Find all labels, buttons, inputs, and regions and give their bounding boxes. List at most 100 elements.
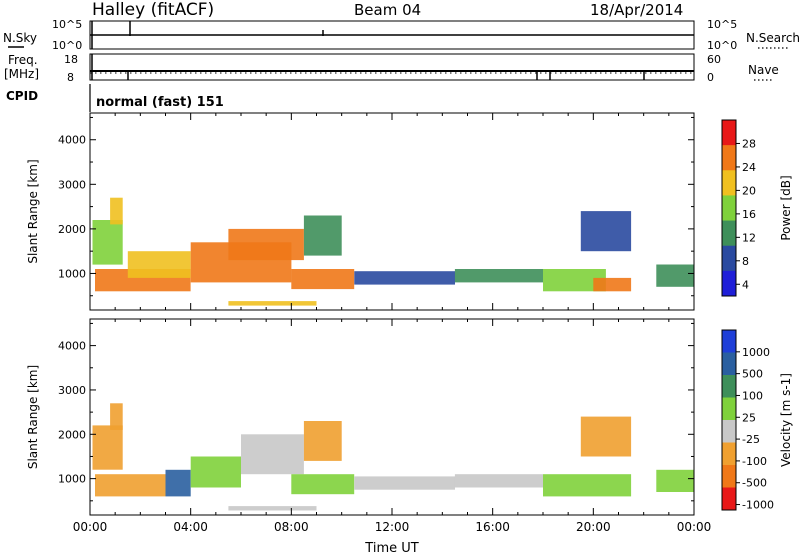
colorbar-tick-label: -100	[742, 455, 767, 468]
scatter-region-6	[291, 269, 355, 290]
scatter-region-10	[543, 474, 632, 497]
noise-right-tick-top: 10^5	[707, 18, 737, 31]
colorbar-segment	[722, 270, 736, 297]
colorbar-segment	[722, 397, 736, 421]
scatter-region-10	[543, 269, 606, 292]
noise-left-tick-bottom: 10^0	[52, 39, 82, 52]
freq-left-tick-top: 18	[64, 53, 78, 66]
date-title: 18/Apr/2014	[590, 1, 683, 19]
colorbar-tick-label: 100	[742, 389, 763, 402]
colorbar-segment	[722, 375, 736, 398]
power-panel: 1000 2000 3000 4000 Slant Range [km] 28 24 20 16…	[26, 112, 793, 311]
colorbar-tick-label: 500	[742, 368, 763, 381]
scatter-region-0	[92, 220, 123, 265]
colorbar-frame	[721, 119, 737, 297]
noise-right-tick-bottom: 10^0	[707, 39, 737, 52]
y-tick-label: 2000	[58, 223, 86, 236]
colorbar-tick-label: -25	[742, 433, 760, 446]
colorbar-tick-label: 12	[742, 231, 756, 244]
y-tick-label: 3000	[58, 178, 86, 191]
colorbar-segment	[722, 220, 736, 247]
colorbar-tick-label: 28	[742, 137, 756, 150]
y-tick-label: 4000	[58, 134, 86, 147]
x-tick-label: 12:00	[375, 520, 410, 534]
colorbar-tick-label: -1000	[742, 499, 774, 512]
colorbar-tick-label: 25	[742, 411, 756, 424]
noise-left-tick-top: 10^5	[52, 18, 82, 31]
scatter-region-0	[92, 425, 123, 470]
scatter-region-9	[454, 474, 543, 488]
scatter-region-2	[95, 474, 166, 497]
freq-panel: Freq. [MHz] 18 8 60 0 Nave	[4, 53, 779, 84]
noise-left-label: N.Sky	[3, 31, 37, 45]
colorbar-segment	[722, 170, 736, 196]
station-title: Halley (fitACF)	[92, 0, 214, 20]
x-tick-label: 08:00	[274, 520, 309, 534]
scatter-region-14	[228, 301, 317, 306]
colorbar-segment	[722, 120, 736, 146]
colorbar-tick-label: 8	[742, 255, 749, 268]
noise-right-label: N.Search	[746, 31, 800, 45]
beam-title: Beam 04	[354, 1, 421, 19]
colorbar-segment	[722, 442, 736, 466]
velocity-panel: 1000 2000 3000 4000 Slant Range [km] 1000 500 1…	[26, 318, 793, 534]
scatter-region-6	[291, 474, 355, 495]
noise-panel: N.Sky 10^5 10^0 10^5 10^0 N.Search	[3, 18, 800, 52]
colorbar-tick-label: -500	[742, 477, 767, 490]
scatter-region-8	[354, 476, 455, 490]
y-tick-label: 4000	[58, 340, 86, 353]
y-tick-label: 2000	[58, 428, 86, 441]
colorbar-tick-label: 1000	[742, 346, 770, 359]
colorbar-tick-label: 20	[742, 184, 756, 197]
scatter-region-5	[228, 228, 304, 261]
freq-right-tick-bottom: 0	[707, 71, 714, 84]
scatter-region-11	[593, 277, 632, 292]
scatter-region-12	[656, 469, 695, 492]
x-axis-title: Time UT	[364, 541, 418, 554]
scatter-region-7	[303, 215, 342, 256]
freq-panel-frame	[89, 53, 695, 81]
colorbar-segment	[722, 195, 736, 222]
x-tick-label: 20:00	[576, 520, 611, 534]
x-tick-label: 04:00	[173, 520, 208, 534]
y-axis-title: Slant Range [km]	[26, 365, 40, 469]
colorbar-segment	[722, 330, 736, 353]
scatter-region-13	[228, 506, 317, 511]
y-axis-title: Slant Range [km]	[26, 159, 40, 263]
scatter-region-5	[241, 434, 304, 475]
colorbar-title: Velocity [m s-1]	[779, 373, 793, 467]
freq-right-tick-top: 60	[707, 53, 721, 66]
colorbar-tick-label: 16	[742, 208, 756, 221]
scatter-region-1	[110, 403, 123, 430]
scatter-region-1	[110, 197, 123, 225]
scatter-region-11	[580, 416, 632, 457]
scatter-region-8	[354, 271, 455, 285]
freq-left-tick-bottom: 8	[67, 71, 74, 84]
colorbar-segment	[722, 145, 736, 171]
scatter-region-7	[303, 421, 342, 461]
nave-label: Nave	[748, 63, 779, 77]
colorbar-segment	[722, 420, 736, 443]
y-tick-label: 1000	[58, 267, 86, 280]
scatter-region-13	[656, 264, 695, 287]
scatter-region-9	[454, 269, 543, 283]
scatter-region-3	[165, 469, 191, 497]
freq-label-1: Freq.	[8, 53, 38, 67]
colorbar-segment	[722, 352, 736, 376]
x-tick-label: 00:00	[73, 520, 108, 534]
freq-label-2: [MHz]	[4, 67, 39, 81]
colorbar-segment	[722, 487, 736, 511]
scatter-region-4	[190, 456, 241, 488]
cpid-label: CPID	[6, 89, 38, 103]
y-tick-label: 3000	[58, 384, 86, 397]
colorbar-tick-label: 24	[742, 161, 756, 174]
x-tick-label: 16:00	[475, 520, 510, 534]
cpid-value: normal (fast) 151	[96, 95, 224, 110]
colorbar-segment	[722, 465, 736, 488]
colorbar-segment	[722, 245, 736, 272]
colorbar-title: Power [dB]	[779, 175, 793, 240]
y-tick-label: 1000	[58, 473, 86, 486]
colorbar-frame	[721, 329, 737, 511]
scatter-region-12	[580, 211, 632, 252]
